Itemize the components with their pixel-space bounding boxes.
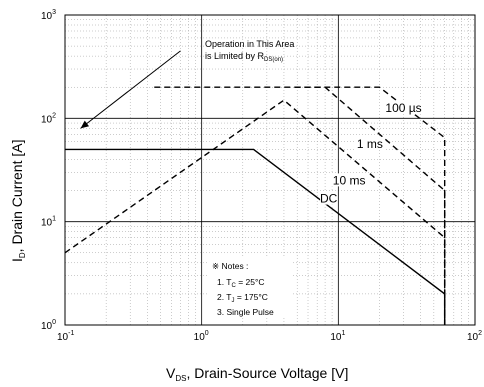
y-axis-title: ID, Drain Current [A] [9,140,27,263]
annotation-arrow [80,50,181,129]
curve-label-bg [381,101,426,115]
y-tick-label: 102 [41,112,56,125]
curve-labels: 100 µs 1 ms 10 ms DC [320,101,426,206]
note-3: 3. Single Pulse [217,307,274,317]
x-axis-title: VDS, Drain-Source Voltage [V] [166,365,348,383]
rdson-annotation: Operation in This Area is Limited by RDS… [80,39,294,129]
plot-frame [64,14,476,326]
curve-label-bg [354,136,386,150]
y-tick-label: 103 [41,9,56,22]
annotation-line1: Operation in This Area [205,39,294,49]
x-tick-label: 101 [330,330,345,343]
annotation-arrowhead [80,120,90,129]
note-1: 1. TC = 25°C [217,277,265,289]
notes-box: ※ Notes : 1. TC = 25°C 2. TJ = 175°C 3. … [208,258,292,318]
curve-label: 10 ms [333,173,366,187]
series-line-100-s [154,86,446,325]
curve-label-bg [320,191,338,205]
annotation-line2: is Limited by RDS(on) [205,51,283,63]
x-tick-label: 10-1 [57,330,74,343]
notes-heading: ※ Notes : [212,261,248,271]
series-layer [64,86,446,325]
x-tick-label: 100 [194,330,209,343]
note-2: 2. TJ = 175°C [217,292,268,304]
curve-label-bg [330,173,368,187]
curve-label: 1 ms [357,137,383,151]
curve-label: 100 µs [385,101,421,115]
curve-label: DC [320,192,338,206]
x-tick-label: 102 [467,330,482,343]
y-tick-label: 100 [41,319,56,332]
y-tick-label: 101 [41,216,56,229]
